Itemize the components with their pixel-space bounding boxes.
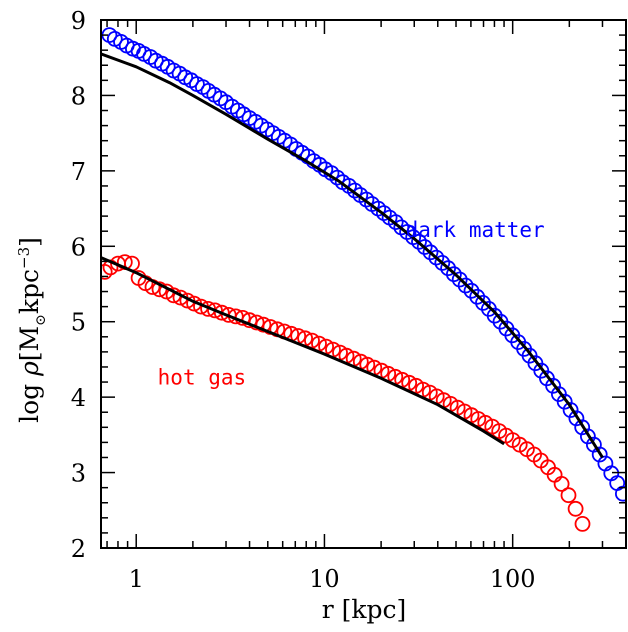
y-axis-label-open: [M — [15, 326, 44, 361]
data-point — [553, 475, 570, 492]
data-point — [615, 485, 626, 502]
series-0 — [101, 27, 626, 502]
x-tick-label: 1 — [129, 565, 144, 593]
data-point — [422, 244, 439, 261]
fit-line-2 — [101, 52, 604, 459]
data-point — [387, 214, 404, 231]
y-tick-label: 6 — [71, 233, 86, 261]
data-point — [411, 233, 427, 250]
data-point — [574, 419, 591, 436]
plot-layer — [101, 27, 626, 532]
y-axis-label-mid: kpc — [15, 269, 44, 314]
annotation-label: hot gas — [158, 365, 247, 389]
fit-line-3 — [101, 256, 505, 446]
data-point — [255, 316, 272, 333]
data-point — [475, 294, 491, 311]
y-tick-label: 7 — [71, 158, 86, 186]
data-point — [434, 254, 451, 271]
data-point — [248, 314, 265, 331]
y-axis-label-sun-symbol: ⊙ — [33, 314, 49, 326]
annotations: dark matter hot gas — [158, 218, 545, 389]
y-axis-label-prefix: log — [15, 376, 44, 423]
plot-frame — [100, 19, 627, 549]
y-axis-label: log ρ[M⊙kpc−3] — [15, 237, 49, 423]
annotation-label: dark matter — [406, 218, 545, 242]
data-point — [560, 487, 577, 504]
y-axis-label-exponent: −3 — [15, 247, 33, 269]
x-tick-label: 10 — [309, 565, 340, 593]
data-point — [574, 516, 591, 532]
axis-ticks: 1 10 100 2 3 4 5 6 7 8 9 — [71, 7, 627, 593]
y-tick-label: 4 — [71, 384, 86, 412]
y-axis-label-close: ] — [15, 237, 44, 247]
series-1 — [101, 254, 591, 532]
data-point — [545, 377, 561, 394]
data-point — [445, 266, 462, 283]
y-axis-label-rho: ρ — [15, 361, 44, 377]
y-tick-label: 9 — [71, 7, 86, 35]
y-tick-label: 5 — [71, 309, 86, 337]
x-axis-label: r [kpc] — [322, 595, 407, 624]
data-point — [207, 302, 223, 319]
data-point — [213, 304, 230, 321]
data-point — [567, 500, 584, 517]
y-tick-label: 3 — [71, 460, 86, 488]
x-tick-label: 100 — [490, 565, 536, 593]
data-point — [591, 446, 608, 463]
data-point — [346, 182, 363, 199]
y-tick-label: 2 — [71, 535, 86, 563]
data-point — [556, 393, 573, 410]
data-point — [416, 239, 433, 255]
data-point — [562, 402, 579, 418]
y-tick-label: 8 — [71, 82, 86, 110]
data-point — [451, 271, 468, 288]
